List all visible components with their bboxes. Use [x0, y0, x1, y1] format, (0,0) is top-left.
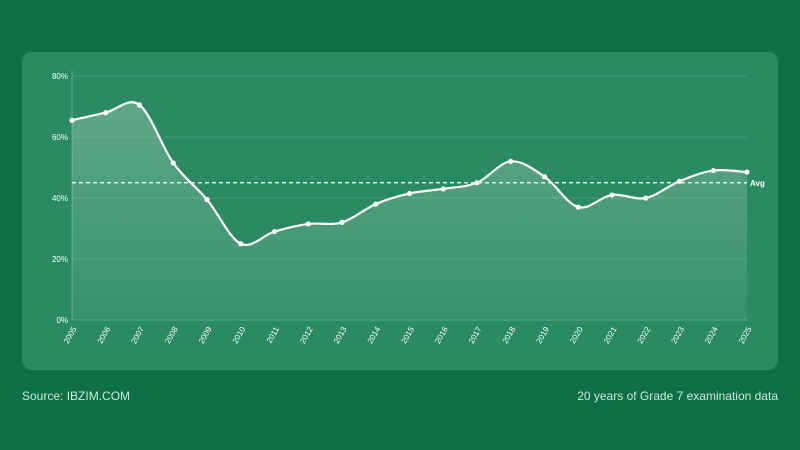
x-tick-label: 2022: [636, 325, 653, 345]
data-point: [103, 110, 109, 116]
y-tick-label: 40%: [52, 194, 68, 203]
data-point: [676, 178, 683, 184]
x-tick-label: 2013: [332, 325, 349, 345]
data-point: [710, 167, 716, 174]
data-point: [508, 158, 514, 164]
x-tick-label: 2008: [163, 325, 180, 345]
area-fill: [72, 102, 747, 320]
data-point: [643, 195, 649, 201]
data-point: [373, 201, 379, 207]
data-point: [204, 196, 210, 203]
x-tick-label: 2021: [602, 325, 619, 345]
data-point: [541, 174, 548, 180]
data-point: [744, 169, 750, 175]
x-tick-label: 2020: [568, 325, 585, 345]
x-tick-label: 2016: [433, 325, 450, 345]
data-point: [406, 190, 413, 197]
x-tick-label: 2024: [703, 325, 720, 345]
data-point: [339, 219, 345, 225]
source-label: Source: IBZIM.COM: [22, 389, 131, 403]
average-label: Avg: [750, 179, 765, 188]
data-point: [609, 192, 615, 198]
data-note: 20 years of Grade 7 examination data: [577, 389, 778, 403]
x-tick-label: 2006: [96, 325, 113, 345]
y-tick-label: 60%: [52, 133, 68, 142]
data-point: [440, 186, 446, 192]
data-point: [136, 102, 143, 108]
x-tick-label: 2011: [265, 325, 282, 345]
data-point: [69, 117, 75, 123]
x-tick-label: 2005: [62, 325, 79, 345]
x-tick-label: 2025: [737, 325, 754, 345]
data-point: [474, 180, 480, 186]
data-point: [170, 160, 176, 166]
x-tick-label: 2012: [298, 325, 315, 345]
x-tick-label: 2017: [467, 325, 484, 345]
data-point: [238, 241, 244, 247]
data-point: [305, 221, 311, 227]
x-tick-label: 2007: [129, 325, 146, 345]
x-tick-label: 2009: [197, 325, 214, 345]
x-tick-label: 2014: [366, 325, 383, 345]
x-tick-label: 2015: [399, 325, 416, 345]
y-tick-label: 20%: [52, 255, 68, 264]
y-tick-label: 80%: [52, 72, 68, 81]
x-tick-label: 2023: [669, 325, 686, 345]
x-tick-label: 2010: [231, 325, 248, 345]
data-point: [271, 228, 278, 235]
x-tick-label: 2018: [501, 325, 518, 345]
x-tick-label: 2019: [534, 325, 551, 345]
y-tick-label: 0%: [56, 316, 68, 325]
data-point: [575, 204, 581, 210]
